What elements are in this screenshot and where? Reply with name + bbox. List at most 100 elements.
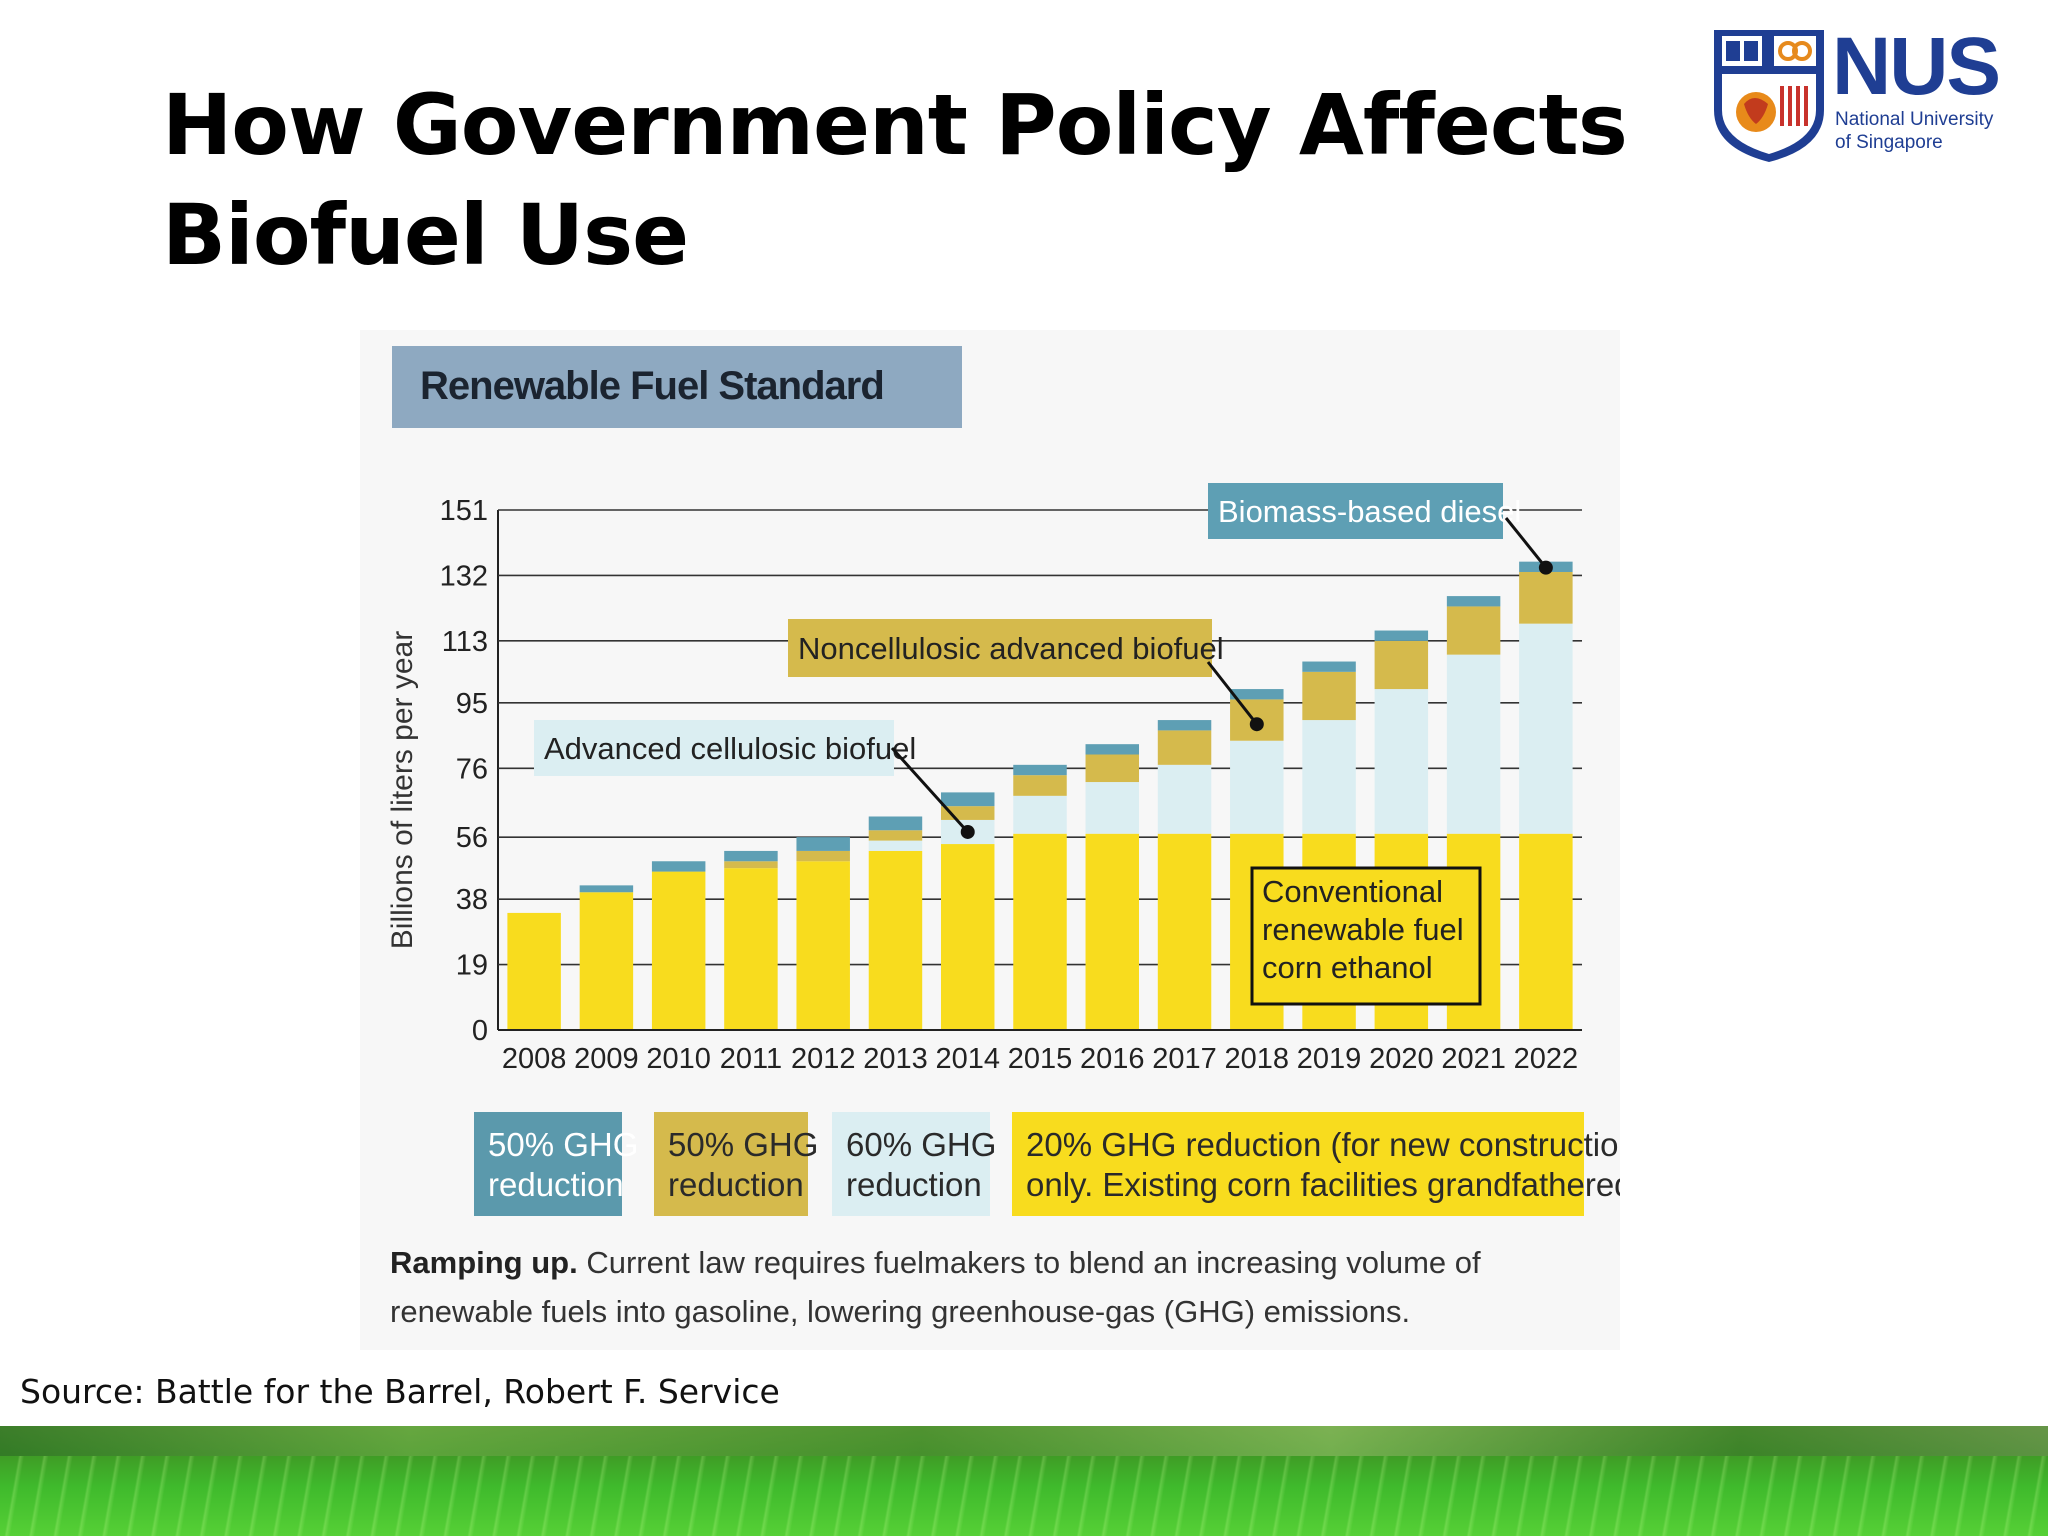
nus-logo: NUS National University of Singapore: [1710, 26, 2020, 166]
callout-noncellulosic-leader: [1206, 661, 1258, 726]
bar-segment: [868, 850, 923, 1030]
x-tick-label: 2009: [574, 1043, 639, 1075]
bar-segment: [1085, 754, 1140, 783]
chart-title: Renewable Fuel Standard: [420, 364, 885, 408]
bar-segment: [1013, 833, 1067, 1030]
y-tick-label: 0: [472, 1015, 488, 1047]
callout-cellulosic-box: [534, 720, 894, 776]
bar-segment: [1446, 596, 1501, 607]
legend-swatch: [832, 1112, 990, 1216]
bar-segment: [1519, 833, 1573, 1030]
logo-wordmark: NUS: [1832, 21, 2001, 112]
legend-label-line1: 50% GHG: [488, 1126, 638, 1163]
y-axis-label: Billions of liters per year: [386, 631, 419, 949]
nus-crest-icon: [1714, 30, 1824, 162]
legend-label-line2: reduction: [488, 1166, 624, 1203]
x-tick-label: 2022: [1514, 1043, 1579, 1075]
y-tick-label: 38: [456, 884, 488, 916]
legend-label-line2: reduction: [846, 1166, 982, 1203]
stacked-bar-chart: 0 19 38 56 76 95 113 132 151 Billions of liters p…: [386, 483, 1620, 1216]
bar-segment: [507, 912, 561, 1030]
bar-segment: [1302, 720, 1356, 834]
bar-segment: [940, 844, 995, 1030]
callout-noncellulosic: Noncellulosic advanced biofuel: [798, 631, 1224, 666]
bar-segment: [1013, 775, 1067, 796]
legend-label-line1: 60% GHG: [846, 1126, 996, 1163]
bar-segment: [724, 868, 778, 1030]
bar-segment: [1519, 623, 1573, 834]
bar-segment: [1519, 571, 1573, 624]
x-tick-label: 2016: [1080, 1043, 1145, 1075]
callout-conventional-line: corn ethanol: [1262, 950, 1433, 985]
caption-text: Current law requires fuelmakers to blend…: [390, 1245, 1481, 1329]
figure-caption: Ramping up. Current law requires fuelmak…: [390, 1238, 1610, 1336]
bar-segment: [1157, 764, 1212, 834]
chart-figure: Renewable Fuel Standard 0 19 38 56 76 95 113 13…: [360, 330, 1620, 1350]
legend-label-line1: 50% GHG: [668, 1126, 818, 1163]
caption-lead: Ramping up.: [390, 1245, 578, 1280]
bar-segment: [651, 861, 706, 872]
y-tick-label: 151: [440, 495, 488, 527]
callout-cellulosic-dot: [960, 824, 975, 839]
bar-segment: [1157, 730, 1212, 765]
bar-segment: [1374, 689, 1429, 834]
y-tick-label: 19: [456, 950, 488, 982]
bar-segment: [1157, 720, 1212, 731]
bar-segment: [868, 816, 923, 831]
legend-swatch: [654, 1112, 808, 1216]
bar-segment: [1013, 764, 1067, 776]
bar-segment: [724, 850, 778, 862]
y-tick-label: 76: [456, 753, 488, 785]
bar-segment: [1374, 640, 1429, 690]
x-tick-label: 2020: [1369, 1043, 1434, 1075]
logo-subtitle-line1: National University: [1835, 109, 1994, 130]
callout-conventional-box: [1250, 866, 1482, 1006]
legend-label-line2: only. Existing corn facilities grandfath…: [1026, 1166, 1620, 1203]
x-tick-label: 2010: [646, 1043, 711, 1075]
bar-segment: [796, 837, 850, 851]
callout-noncellulosic-box: [788, 619, 1212, 677]
bar-segment: [1446, 606, 1501, 655]
bar-segment: [1230, 689, 1284, 700]
bar-segment: [1230, 740, 1284, 834]
x-tick-label: 2012: [791, 1043, 856, 1075]
bar-segment: [651, 871, 706, 1030]
bar-segment: [1302, 671, 1356, 721]
callout-cellulosic: Advanced cellulosic biofuel: [544, 731, 916, 766]
callout-noncellulosic-dot: [1249, 717, 1264, 732]
legend-label-line2: reduction: [668, 1166, 804, 1203]
x-tick-label: 2013: [863, 1043, 928, 1075]
bar-segment: [1446, 654, 1501, 834]
slide-title: How Government Policy Affects Biofuel Us…: [162, 76, 1628, 284]
legend-swatch: [474, 1112, 622, 1216]
x-tick-label: 2018: [1225, 1043, 1290, 1075]
bar-segment: [796, 850, 850, 862]
bar-segment: [1302, 661, 1356, 672]
x-tick-label: 2017: [1152, 1043, 1217, 1075]
callout-conventional-line: Conventional: [1262, 874, 1443, 909]
grass-footer-image: [0, 1426, 2048, 1536]
x-tick-label: 2008: [502, 1043, 567, 1075]
y-tick-label: 95: [456, 688, 488, 720]
bar-segment: [579, 892, 634, 1030]
legend-swatch: [1012, 1112, 1584, 1216]
callout-biomass-leader: [1504, 517, 1548, 569]
bar-segment: [1085, 782, 1140, 834]
y-tick-label: 113: [442, 626, 488, 658]
logo-subtitle: National University of Singapore: [1835, 108, 1993, 154]
x-tick-label: 2011: [720, 1043, 782, 1075]
bar-segment: [1085, 744, 1140, 755]
bar-segment: [1157, 833, 1212, 1030]
bar-segment: [868, 830, 923, 841]
legend-label-line1: 20% GHG reduction (for new construction: [1026, 1126, 1620, 1163]
bar-segment: [1374, 630, 1429, 641]
y-tick-label: 56: [456, 822, 488, 854]
bar-segment: [940, 792, 995, 807]
bar-segment: [724, 861, 778, 869]
x-tick-label: 2015: [1008, 1043, 1073, 1075]
callout-biomass: Biomass-based diesel: [1218, 494, 1521, 529]
bar-segment: [796, 861, 850, 1030]
x-tick-label: 2014: [935, 1043, 1000, 1075]
bar-segment: [579, 885, 634, 893]
callout-conventional-line: renewable fuel: [1262, 912, 1464, 947]
